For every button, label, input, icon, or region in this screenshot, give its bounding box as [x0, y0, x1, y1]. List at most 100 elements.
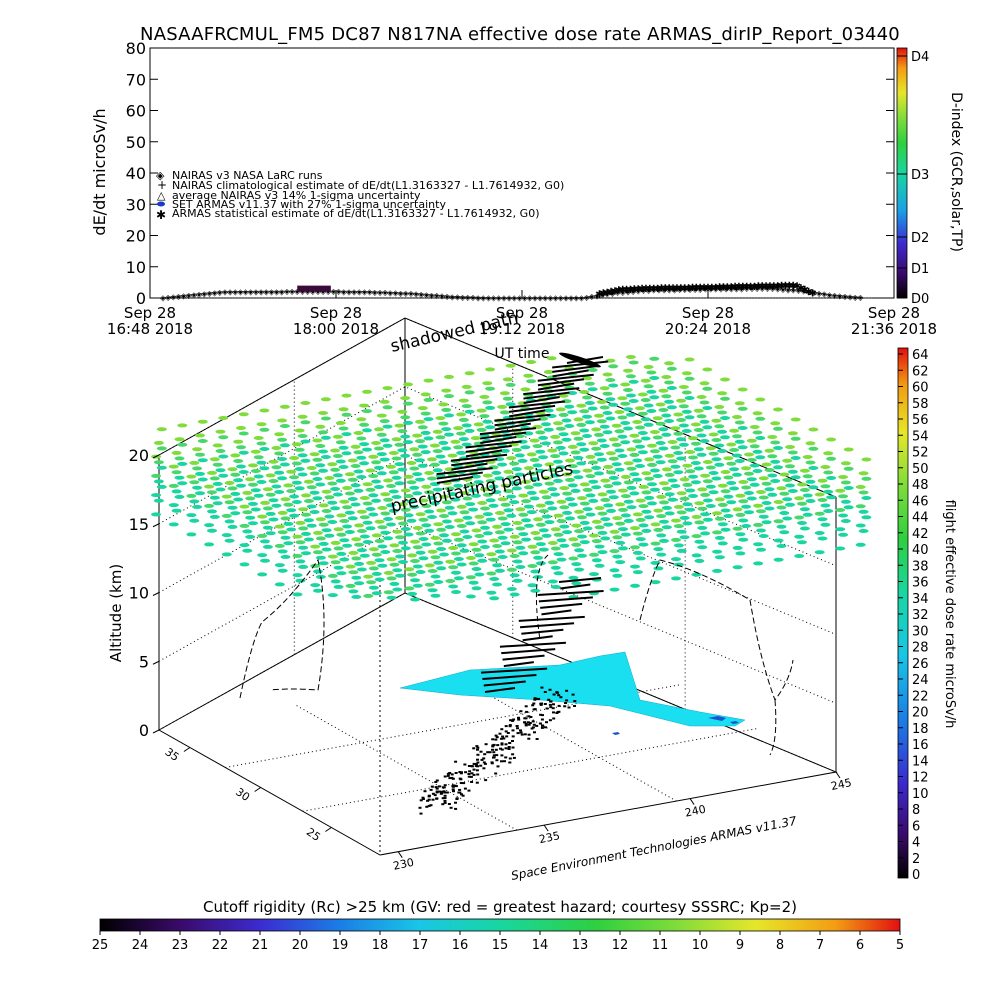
cutoff-tick-label: 24: [132, 938, 149, 953]
legend-label-4: SET ARMAS v11.37 with 27% 1-sigma uncert…: [172, 198, 446, 211]
dose-ellipse: [702, 498, 713, 503]
dose-ellipse: [195, 491, 205, 496]
dose-colorbar-tick-label: 14: [912, 754, 929, 769]
dose-ellipse: [612, 535, 623, 540]
ground-track-point: [500, 737, 503, 740]
dose-ellipse: [386, 557, 397, 562]
dose-ellipse: [485, 517, 496, 522]
dose-ellipse: [480, 525, 490, 530]
dose-ellipse: [470, 474, 481, 479]
ground-track-point: [495, 759, 499, 762]
dose-ellipse: [681, 429, 692, 433]
dose-ellipse: [474, 514, 485, 519]
dose-ellipse: [614, 467, 625, 472]
dose-ellipse: [626, 485, 637, 490]
dose-ellipse: [697, 487, 708, 492]
dose-ellipse: [576, 403, 587, 408]
dose-ellipse: [744, 491, 754, 495]
top-y-tick-label: 80: [126, 39, 146, 58]
dose-ellipse: [661, 525, 672, 530]
trajectory-segment-lower: [560, 583, 591, 590]
ground-track-point: [557, 704, 561, 707]
dose-ellipse: [245, 477, 256, 482]
dose-ellipse: [156, 465, 167, 470]
dose-ellipse: [790, 475, 801, 480]
dose-ellipse: [341, 451, 352, 456]
cutoff-tick-label: 5: [896, 938, 904, 953]
ground-track-point: [455, 797, 459, 800]
dose-ellipse: [734, 439, 745, 444]
ground-track-point: [418, 806, 422, 809]
dose-ellipse: [489, 577, 500, 581]
dose-colorbar-tick-label: 38: [912, 559, 929, 574]
ground-track-point: [511, 729, 515, 732]
dose-ellipse: [444, 374, 454, 379]
dose-ellipse: [380, 530, 391, 535]
dose-ellipse: [582, 414, 592, 419]
dose-ellipse: [705, 504, 716, 508]
dose-ellipse: [265, 492, 276, 497]
dose-ellipse: [274, 582, 285, 587]
ground-track-point: [452, 790, 455, 793]
dose-ellipse: [256, 460, 267, 465]
dose-ellipse: [395, 573, 406, 578]
dose-ellipse: [371, 591, 382, 596]
dose-ellipse: [664, 380, 675, 385]
nairas-marker: ◈: [387, 288, 394, 297]
altitude-tick: [152, 592, 160, 596]
ground-track-point: [446, 774, 450, 777]
dose-ellipse: [649, 468, 660, 473]
dose-ellipse: [568, 575, 579, 580]
dose-ellipse: [289, 456, 300, 460]
dose-ellipse: [720, 416, 730, 420]
dose-ellipse: [608, 475, 619, 480]
dose-ellipse: [805, 460, 816, 465]
nairas-marker: ◈: [723, 284, 730, 293]
dose-ellipse: [802, 512, 813, 517]
ground-track-point: [567, 706, 571, 709]
dose-ellipse: [313, 588, 323, 593]
dose-ellipse: [354, 581, 365, 586]
dose-ellipse: [797, 482, 807, 487]
trajectory-segment-lower: [502, 654, 545, 661]
dose-ellipse: [406, 461, 417, 465]
dose-ellipse: [723, 514, 734, 518]
dose-ellipse: [682, 482, 693, 487]
dose-ellipse: [207, 490, 217, 495]
ground-track-point: [516, 732, 520, 735]
dose-ellipse: [584, 420, 595, 425]
dose-ellipse: [451, 551, 461, 556]
armas-marker: ✱: [774, 281, 782, 292]
dose-ellipse: [333, 565, 344, 570]
dose-ellipse: [218, 473, 229, 478]
nairas-marker: ◈: [434, 291, 441, 300]
ground-track-point: [507, 746, 511, 748]
dose-ellipse: [330, 487, 341, 491]
dose-ellipse: [320, 397, 331, 402]
nairas-marker: ◈: [501, 294, 508, 303]
dose-ellipse: [697, 545, 708, 550]
dose-ellipse: [767, 473, 778, 478]
armas-marker: ✱: [619, 285, 627, 296]
nairas-marker: ◈: [682, 285, 689, 294]
nairas-marker: ◈: [201, 289, 208, 298]
dindex-gradient: [896, 47, 908, 299]
dose-ellipse: [336, 532, 347, 537]
dose-ellipse: [471, 567, 482, 571]
dose-ellipse: [661, 505, 672, 510]
series-nairas-line: [162, 287, 864, 299]
dose-colorbar-tick-label: 56: [912, 413, 929, 428]
dose-ellipse: [658, 446, 669, 451]
dose-ellipse: [497, 535, 508, 540]
dose-ellipse: [700, 531, 711, 536]
dose-ellipse: [814, 550, 825, 555]
dose-ellipse: [653, 547, 664, 552]
nairas-marker: ◈: [759, 284, 766, 293]
dose-ellipse: [368, 454, 379, 459]
dose-ellipse: [461, 404, 472, 409]
dose-ellipse: [365, 507, 376, 511]
ground-track-point: [530, 727, 534, 730]
dose-ellipse: [374, 558, 385, 563]
longitude-tick-label: 230: [392, 856, 415, 873]
